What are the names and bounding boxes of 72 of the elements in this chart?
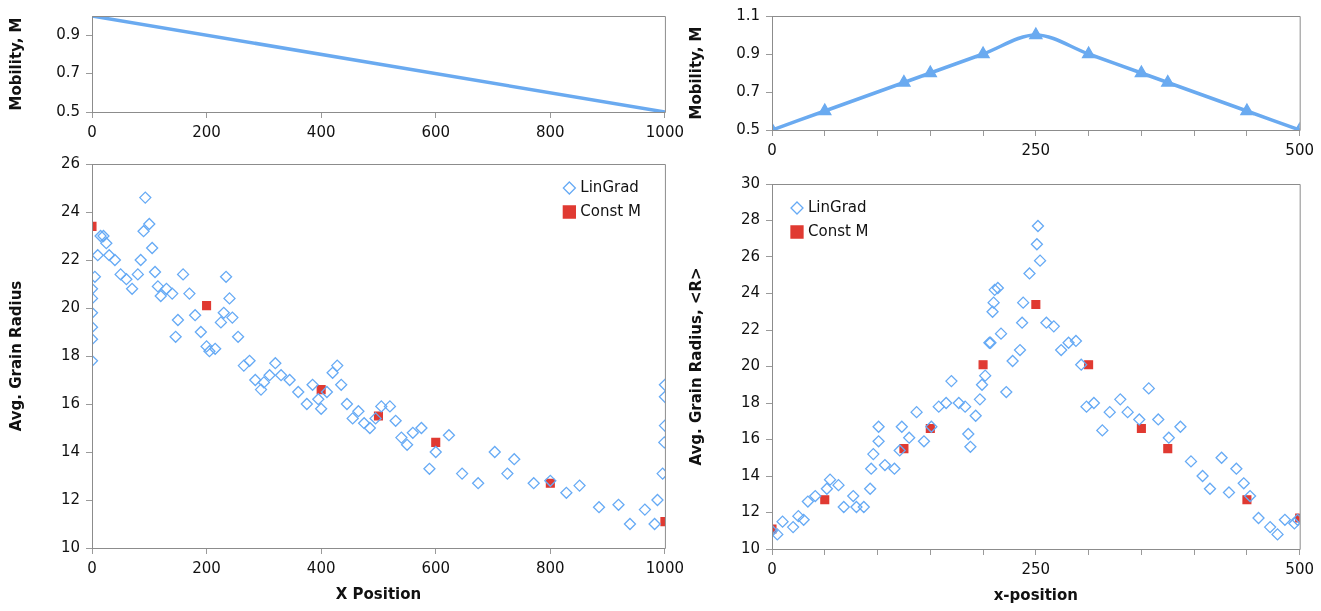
y-tick-label: 20 [60, 297, 80, 316]
y-tick-label: 0.9 [56, 25, 80, 44]
point [1136, 424, 1146, 434]
y-tick-label: 12 [740, 502, 760, 521]
point [818, 103, 832, 116]
y-axis-title: Mobility, M [686, 26, 705, 120]
point [897, 74, 911, 87]
point [1163, 444, 1173, 454]
point [431, 437, 441, 447]
y-axis-title: Avg. Grain Radius [6, 280, 25, 432]
y-tick-label: 18 [60, 345, 80, 364]
point [976, 46, 990, 59]
point [978, 360, 988, 370]
y-tick-label: 14 [740, 465, 760, 484]
x-tick-label: 0 [87, 122, 97, 141]
point [1029, 27, 1043, 40]
y-tick-label: 0.5 [736, 119, 760, 138]
y-tick-label: 14 [60, 441, 80, 460]
y-tick-label: 26 [740, 246, 760, 265]
y-axis-title: Mobility, M [6, 17, 25, 111]
y-tick-label: 22 [740, 319, 760, 338]
point [1134, 65, 1149, 78]
y-tick-label: 28 [740, 210, 760, 229]
y-tick-label: 16 [60, 393, 80, 412]
x-tick-label: 0 [767, 559, 777, 578]
x-tick-label: 1000 [645, 558, 685, 577]
legend-label: Const M [808, 221, 869, 240]
x-tick-label: 400 [306, 122, 336, 141]
legend-label: Const M [580, 201, 641, 220]
point [1084, 360, 1094, 370]
y-tick-label: 26 [60, 153, 80, 172]
point [1240, 103, 1254, 116]
x-tick-label: 600 [421, 558, 451, 577]
legend-label: LinGrad [808, 197, 867, 216]
x-tick-label: 250 [1021, 140, 1051, 159]
y-tick-label: 0.9 [736, 43, 760, 62]
y-tick-label: 10 [740, 538, 760, 557]
point [1031, 299, 1041, 309]
x-axis-title: x-position [993, 585, 1078, 604]
y-tick-label: 10 [60, 537, 80, 556]
y-tick-label: 0.5 [56, 101, 80, 120]
x-tick-label: 250 [1021, 559, 1051, 578]
y-tick-label: 20 [740, 356, 760, 375]
y-tick-label: 30 [740, 173, 760, 192]
x-tick-label: 800 [536, 122, 565, 141]
y-tick-label: 0.7 [736, 81, 760, 100]
x-tick-label: 500 [1285, 559, 1315, 578]
y-tick-label: 1.1 [736, 5, 760, 24]
legend-label: LinGrad [580, 177, 639, 196]
x-tick-label: 800 [536, 558, 565, 577]
x-tick-label: 1000 [645, 122, 685, 141]
x-tick-label: 500 [1285, 140, 1315, 159]
x-tick-label: 0 [767, 140, 777, 159]
y-tick-label: 24 [60, 201, 80, 220]
y-axis-title: Avg. Grain Radius, <R> [686, 267, 705, 466]
x-tick-label: 200 [192, 558, 221, 577]
y-tick-label: 16 [740, 429, 760, 448]
y-tick-label: 24 [740, 283, 760, 302]
point [1081, 46, 1096, 59]
point [202, 301, 212, 311]
x-tick-label: 400 [306, 558, 336, 577]
y-tick-label: 0.7 [56, 63, 80, 82]
point [923, 65, 938, 78]
y-tick-label: 22 [60, 249, 80, 268]
x-tick-label: 600 [421, 122, 451, 141]
y-tick-label: 18 [740, 392, 760, 411]
x-tick-label: 0 [87, 558, 97, 577]
x-tick-label: 200 [192, 122, 221, 141]
point [820, 495, 830, 505]
x-axis-title: X Position [335, 584, 422, 603]
y-tick-label: 12 [60, 489, 80, 508]
point [1161, 74, 1175, 87]
